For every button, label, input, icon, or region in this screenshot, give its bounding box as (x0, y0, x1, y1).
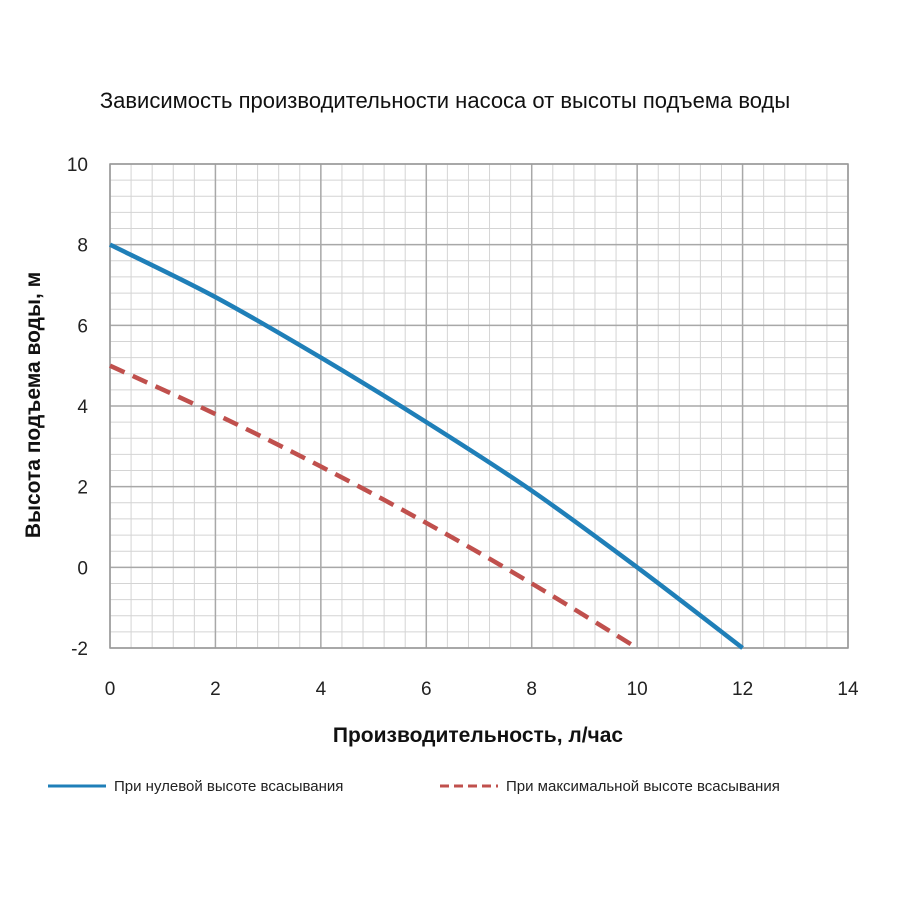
x-tick-label: 2 (210, 679, 221, 700)
y-tick-label: 4 (77, 397, 88, 418)
x-tick-label: 10 (627, 679, 648, 700)
chart-title: Зависимость производительности насоса от… (100, 88, 790, 113)
x-tick-label: 6 (421, 679, 432, 700)
y-axis-ticks: -2 0 2 4 6 8 10 (67, 155, 89, 660)
y-tick-label: 10 (67, 155, 88, 176)
y-tick-label: 6 (77, 316, 88, 337)
y-tick-label: 8 (77, 236, 88, 257)
major-gridlines (109, 163, 849, 649)
x-axis-label: Производительность, л/час (333, 724, 624, 747)
x-tick-label: 0 (105, 679, 116, 700)
y-tick-label: 0 (77, 558, 88, 579)
x-tick-label: 12 (732, 679, 753, 700)
legend: При нулевой высоте всасывания При максима… (48, 778, 780, 795)
x-axis-ticks: 0 2 4 6 8 10 12 14 (105, 679, 859, 700)
series-line-1 (108, 242, 744, 650)
y-tick-label: -2 (71, 639, 88, 660)
y-axis-label: Высота подъема воды, м (22, 272, 45, 538)
x-tick-label: 14 (837, 679, 859, 700)
x-tick-label: 8 (526, 679, 537, 700)
legend-label-2: При максимальной высоте всасывания (506, 778, 780, 795)
x-tick-label: 4 (316, 679, 327, 700)
y-tick-label: 2 (77, 478, 88, 499)
plot-area (109, 163, 849, 649)
series-layer (108, 242, 744, 650)
series-line-2 (109, 363, 639, 650)
legend-label-1: При нулевой высоте всасывания (114, 778, 343, 795)
